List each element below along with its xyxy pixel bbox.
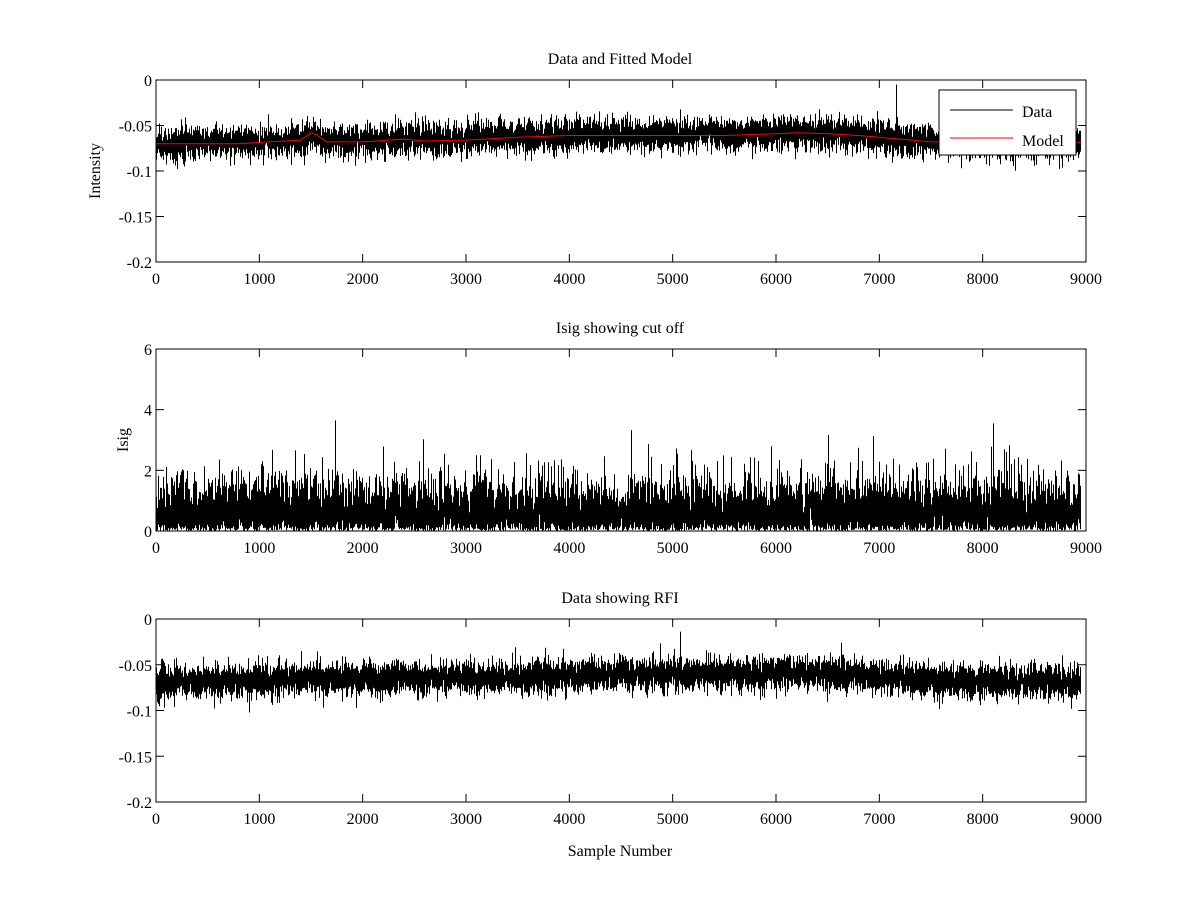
x-tick-label: 1000: [243, 271, 275, 288]
panel-data-showing-rfi: Data showing RFI Sample Number 0 1000 2000…: [119, 590, 1102, 860]
x-tick-label: 8000: [967, 540, 999, 557]
x-tick-label: 3000: [450, 271, 482, 288]
x-tick-label: 7000: [863, 811, 895, 828]
legend-label-data: Data: [1022, 104, 1052, 121]
legend-label-model: Model: [1022, 133, 1064, 150]
x-tick-label: 5000: [657, 540, 689, 557]
x-axis-label: Sample Number: [568, 843, 673, 860]
x-tick-label: 8000: [967, 271, 999, 288]
x-tick-label: 3000: [450, 540, 482, 557]
x-tick-label: 6000: [760, 271, 792, 288]
y-tick-label: 0: [144, 524, 152, 541]
panel-title: Data showing RFI: [561, 590, 678, 607]
x-tick-label: 0: [152, 540, 160, 557]
x-tick-label: 5000: [657, 811, 689, 828]
x-tick-label: 0: [152, 271, 160, 288]
legend: Data Model: [938, 89, 1077, 156]
x-tick-label: 2000: [347, 271, 379, 288]
y-tick-label: -0.2: [127, 795, 152, 812]
y-axis-label: Intensity: [87, 143, 104, 199]
y-tick-label: 0: [144, 612, 152, 629]
x-tick-label: 8000: [967, 811, 999, 828]
y-tick-label: 0: [144, 73, 152, 90]
x-tick-label: 9000: [1070, 271, 1102, 288]
x-tick-label: 2000: [347, 811, 379, 828]
panel-title: Data and Fitted Model: [548, 51, 693, 68]
x-tick-label: 1000: [243, 811, 275, 828]
axes: 0 1000 2000 3000 4000 5000 6000 7000 8000 9000 0 2 4…: [144, 342, 1102, 557]
panel-data-and-fitted-model: Data and Fitted Model Intensity 0 1000 200…: [87, 51, 1102, 288]
y-tick-label: -0.15: [119, 749, 152, 766]
y-tick-label: -0.2: [127, 255, 152, 272]
y-tick-label: -0.1: [127, 164, 152, 181]
axes-frame: [155, 348, 1087, 532]
y-tick-label: -0.05: [119, 119, 152, 136]
x-tick-label: 1000: [243, 540, 275, 557]
y-axis-label: Isig: [115, 428, 132, 452]
x-tick-label: 7000: [863, 540, 895, 557]
y-tick-label: 6: [144, 342, 152, 359]
x-tick-label: 9000: [1070, 811, 1102, 828]
y-tick-label: -0.15: [119, 210, 152, 227]
legend-box: [938, 89, 1077, 156]
x-tick-label: 3000: [450, 811, 482, 828]
series-model-line: [156, 132, 1081, 145]
axes: 0 1000 2000 3000 4000 5000 6000 7000 8000 90000-0…: [119, 73, 1102, 288]
x-tick-label: 4000: [553, 811, 585, 828]
x-tick-label: 6000: [760, 811, 792, 828]
x-tick-label: 0: [152, 811, 160, 828]
y-tick-label: 2: [144, 463, 152, 480]
y-tick-label: -0.1: [127, 704, 152, 721]
y-tick-label: 4: [144, 403, 152, 420]
x-tick-label: 2000: [347, 540, 379, 557]
x-tick-label: 4000: [553, 540, 585, 557]
x-tick-label: 6000: [760, 540, 792, 557]
x-tick-label: 9000: [1070, 540, 1102, 557]
panel-isig-showing-cut-off: Isig showing cut off Isig 0 1000 2000 3000 4…: [115, 320, 1102, 557]
x-tick-label: 7000: [863, 271, 895, 288]
x-tick-label: 4000: [553, 271, 585, 288]
panel-title: Isig showing cut off: [556, 320, 685, 337]
y-tick-label: -0.05: [119, 658, 152, 675]
axes: 0 1000 2000 3000 4000 5000 6000 7000 8000 90000-0…: [119, 612, 1102, 828]
x-tick-label: 5000: [657, 271, 689, 288]
